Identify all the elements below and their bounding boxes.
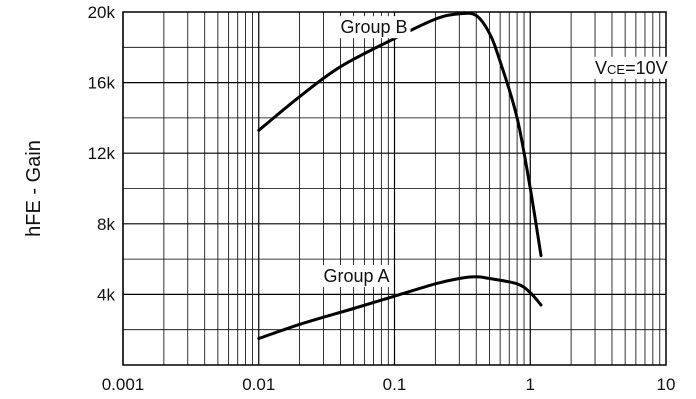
series-line-group-b [257, 11, 543, 258]
x-tick-label: 10 [657, 375, 676, 394]
vce-label-sub: CE [607, 62, 625, 77]
label-bg [337, 16, 411, 39]
vce-label-rest: =10V [625, 58, 668, 78]
y-tick-label: 4k [97, 285, 115, 304]
y-tick-label: 12k [88, 144, 116, 163]
y-tick-label: 8k [97, 215, 115, 234]
y-tick-label: 16k [88, 74, 116, 93]
plot-frame [122, 11, 667, 366]
group-a-label-bg [320, 265, 393, 288]
y-tick-labels: 4k 8k 12k 16k 20k [88, 3, 116, 304]
grid-minor [123, 12, 666, 365]
group-b-label-bg [337, 16, 411, 39]
vce-label-bg [592, 56, 671, 79]
vce-label: VCE=10V [595, 58, 668, 78]
label-bg [592, 56, 671, 79]
group-b-label: Group B [340, 17, 407, 37]
y-axis-label: hFE - Gain [23, 140, 45, 237]
label-bg [320, 265, 393, 288]
x-tick-label: 0.001 [102, 375, 145, 394]
y-tick-label: 20k [88, 3, 116, 22]
vce-label-main: V [595, 58, 607, 78]
x-tick-label: 0.01 [242, 375, 275, 394]
series-line-group-a [257, 275, 543, 340]
x-tick-labels: 0.001 0.01 0.1 1 10 [102, 375, 676, 394]
x-tick-label: 0.1 [383, 375, 407, 394]
x-tick-label: 1 [526, 375, 535, 394]
series-layer [257, 11, 543, 340]
group-a-label: Group A [324, 266, 390, 286]
